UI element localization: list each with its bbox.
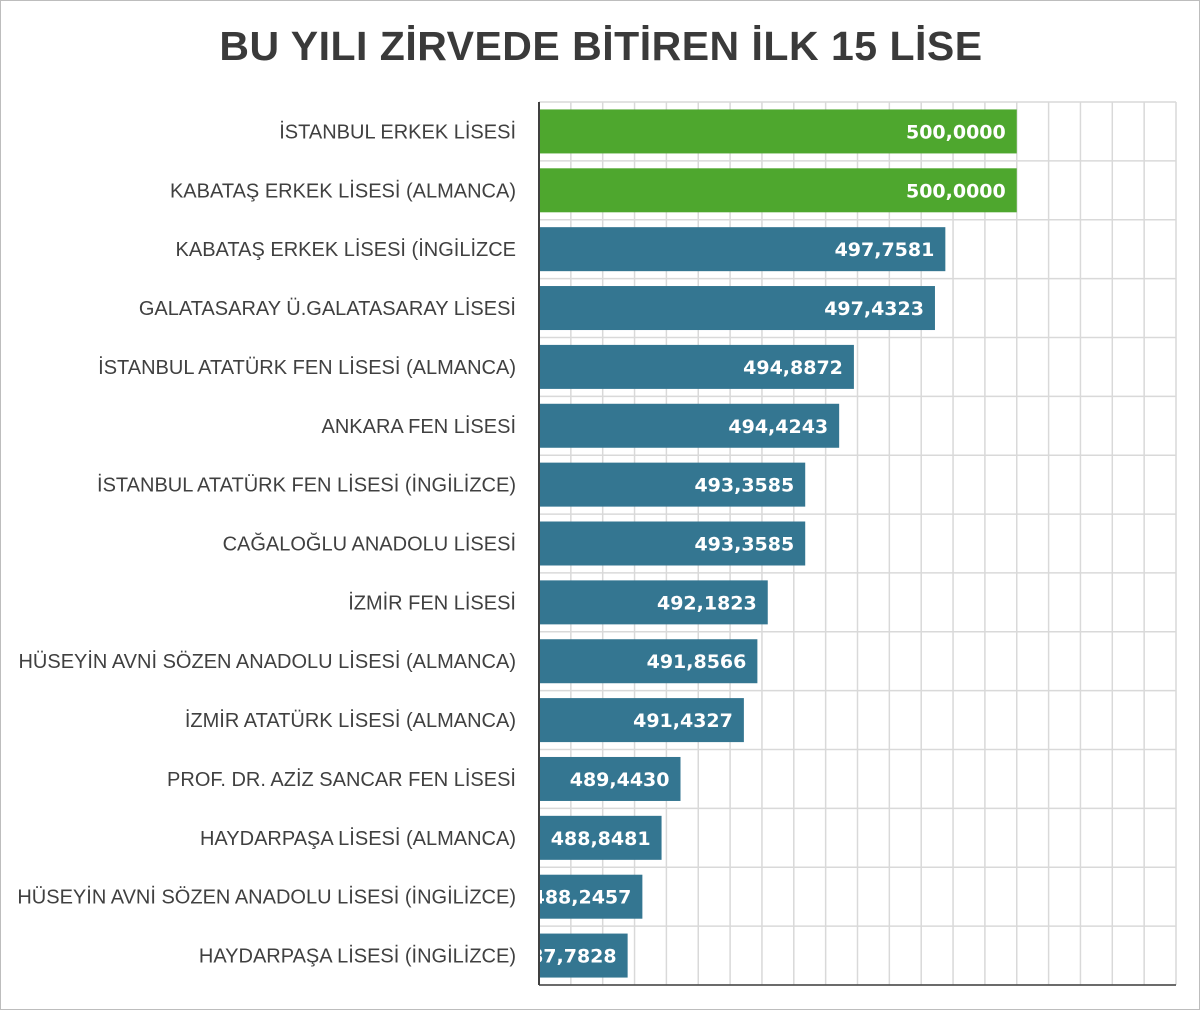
- category-label: GALATASARAY Ü.GALATASARAY LİSESİ: [139, 297, 516, 320]
- bar: [539, 756, 681, 801]
- data-label: 500,0000: [906, 180, 1006, 202]
- category-label: ANKARA FEN LİSESİ: [321, 415, 516, 438]
- bar: [539, 227, 946, 272]
- data-label: 497,7581: [835, 239, 935, 261]
- bar: [539, 109, 1017, 154]
- bar: [539, 521, 806, 566]
- data-label: 497,4323: [824, 298, 924, 320]
- category-label: PROF. DR. AZİZ SANCAR FEN LİSESİ: [167, 768, 516, 791]
- category-label: CAĞALOĞLU ANADOLU LİSESİ: [223, 533, 516, 556]
- data-label: 489,4430: [570, 769, 670, 791]
- data-label: 491,8566: [647, 651, 747, 673]
- data-label: 491,4327: [633, 710, 733, 732]
- bar: [539, 168, 1017, 213]
- data-label: 492,1823: [657, 592, 757, 614]
- bar-layer: 500,0000 500,0000 497,7581 497,4323 494,8872…: [517, 109, 1017, 978]
- chart-title: BU YILI ZİRVEDE BİTİREN İLK 15 LİSE: [219, 23, 983, 69]
- category-label: HAYDARPAŞA LİSESİ (ALMANCA): [200, 827, 516, 850]
- category-label: HÜSEYİN AVNİ SÖZEN ANADOLU LİSESİ (İNGİL…: [17, 886, 516, 909]
- category-label: KABATAŞ ERKEK LİSESİ (İNGİLİZCE: [176, 238, 516, 261]
- bar: [539, 933, 628, 978]
- data-label: 487,7828: [517, 946, 617, 968]
- data-label: 488,2457: [532, 887, 632, 909]
- bar: [539, 815, 662, 860]
- bar: [539, 462, 806, 507]
- category-label: KABATAŞ ERKEK LİSESİ (ALMANCA): [170, 179, 516, 202]
- data-label: 488,8481: [551, 828, 651, 850]
- category-label: HÜSEYİN AVNİ SÖZEN ANADOLU LİSESİ (ALMAN…: [18, 650, 516, 673]
- data-label: 494,4243: [728, 416, 828, 438]
- axis-layer: İSTANBUL ERKEK LİSESİ KABATAŞ ERKEK LİSES…: [17, 102, 1176, 986]
- bar: [539, 874, 643, 919]
- data-label: 494,8872: [743, 357, 843, 379]
- data-label: 500,0000: [906, 121, 1006, 143]
- bar: [539, 639, 758, 684]
- data-label: 493,3585: [694, 534, 794, 556]
- category-label: İSTANBUL ATATÜRK FEN LİSESİ (ALMANCA): [98, 356, 516, 379]
- bar: [539, 403, 840, 448]
- category-label: İSTANBUL ATATÜRK FEN LİSESİ (İNGİLİZCE): [97, 474, 516, 497]
- bar: [539, 698, 744, 743]
- category-label: İZMİR FEN LİSESİ: [348, 591, 516, 614]
- bar: [539, 580, 768, 625]
- bar: [539, 344, 854, 389]
- data-label: 493,3585: [694, 475, 794, 497]
- category-label: HAYDARPAŞA LİSESİ (İNGİLİZCE): [199, 945, 516, 968]
- category-label: İSTANBUL ERKEK LİSESİ: [279, 120, 516, 143]
- bar: [539, 286, 935, 331]
- category-label: İZMİR ATATÜRK LİSESİ (ALMANCA): [185, 709, 516, 732]
